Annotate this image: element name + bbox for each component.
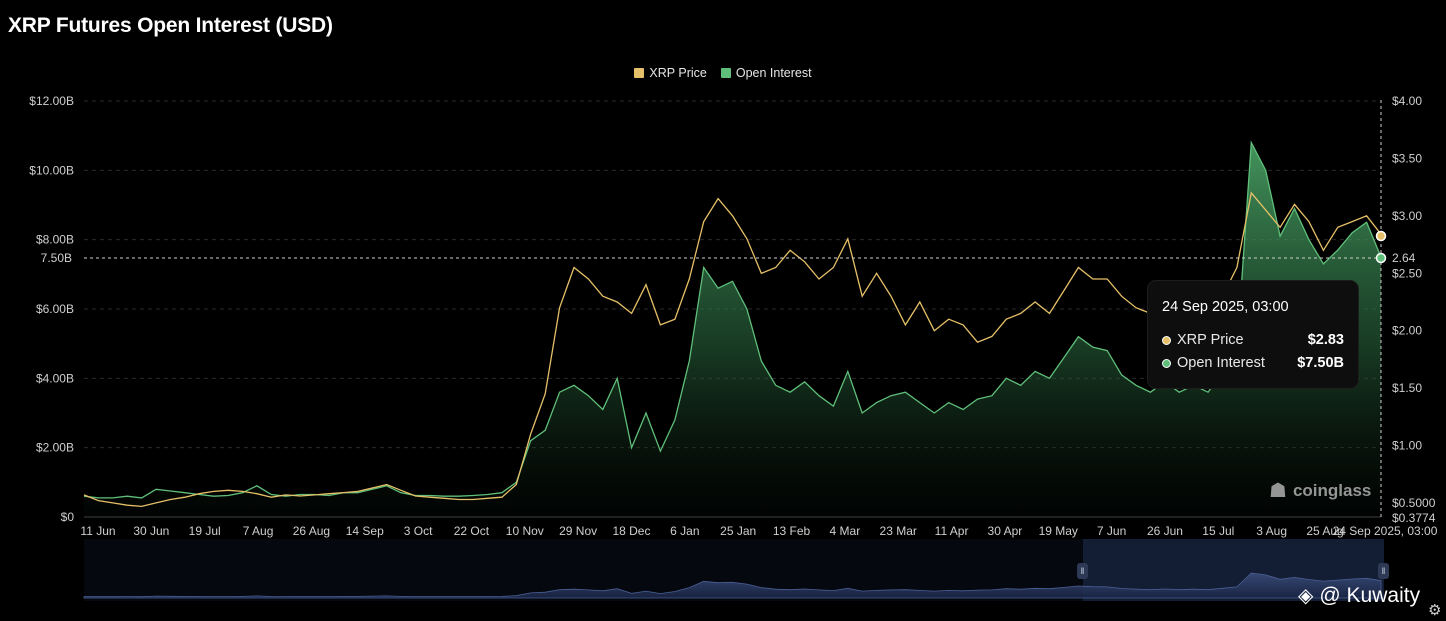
- coinglass-logo-icon: ☗: [1269, 480, 1287, 502]
- x-tick-label: 30 Jun: [133, 524, 169, 538]
- tooltip-label-price: XRP Price: [1177, 332, 1244, 348]
- legend-swatch-oi: [720, 68, 731, 78]
- x-tick-label: 14 Sep: [346, 524, 384, 538]
- x-tick-label: 19 Jul: [189, 524, 221, 538]
- x-tick-label: 3 Oct: [404, 524, 433, 538]
- x-tick-label: 7 Aug: [243, 524, 274, 538]
- right-tick-label: $4.00: [1392, 94, 1422, 108]
- x-tick-label: 4 Mar: [830, 524, 861, 538]
- x-tick-label: 10 Nov: [506, 524, 544, 538]
- left-tick-label: $2.00B: [36, 441, 74, 455]
- chart-title: XRP Futures Open Interest (USD): [8, 14, 333, 37]
- tooltip: 24 Sep 2025, 03:00 XRP Price $2.83 Open …: [1148, 281, 1358, 388]
- right-axis: $0.3774$0.5000 $1.00 $1.50 $2.00 $2.50 $3.00 $…: [1392, 94, 1436, 525]
- x-tick-label: 11 Jun: [80, 524, 115, 538]
- x-tick-label: 11 Apr: [935, 524, 969, 538]
- tooltip-row-oi: Open Interest $7.50B: [1162, 355, 1344, 371]
- x-tick-label: 19 May: [1039, 524, 1078, 538]
- right-tick-label: $3.50: [1392, 151, 1422, 165]
- hover-point-price: [1375, 230, 1387, 242]
- x-current-label: 24 Sep 2025, 03:00: [1333, 524, 1438, 538]
- left-axis: $0 $2.00B $4.00B $6.00B $8.00B $10.00B $12.00B: [29, 94, 74, 524]
- right-tick-label: $0.5000: [1392, 496, 1436, 510]
- legend-label-price: XRP Price: [649, 66, 707, 80]
- navigator-area: [83, 572, 1382, 599]
- tooltip-dot-price: [1162, 335, 1171, 345]
- x-tick-label: 23 Mar: [880, 524, 917, 538]
- x-tick-label: 3 Aug: [1256, 524, 1287, 538]
- right-tick-label: $3.00: [1392, 209, 1422, 223]
- x-tick-label: 29 Nov: [559, 524, 597, 538]
- coinglass-watermark: ☗ coinglass: [1269, 478, 1371, 503]
- left-tick-label: $8.00B: [36, 233, 74, 247]
- range-navigator[interactable]: [83, 539, 1384, 601]
- left-tick-label: $10.00B: [29, 163, 74, 177]
- crosshair-price-label: 2.64: [1392, 251, 1416, 265]
- left-tick-label: $12.00B: [29, 94, 74, 108]
- legend-item-open-interest[interactable]: Open Interest: [720, 66, 812, 80]
- right-tick-label: $1.00: [1392, 439, 1422, 453]
- crosshair: 7.50B 2.64: [28, 100, 1416, 517]
- x-tick-label: 7 Jun: [1097, 524, 1126, 538]
- x-tick-label: 25 Jan: [720, 524, 756, 538]
- x-tick-label: 18 Dec: [612, 524, 650, 538]
- x-tick-label: 26 Jun: [1147, 524, 1183, 538]
- right-tick-label: $0.3774: [1392, 511, 1436, 525]
- settings-gear-icon[interactable]: ⚙: [1428, 602, 1442, 619]
- crosshair-oi-label-bg: [28, 250, 76, 266]
- legend-swatch-price: [634, 68, 645, 78]
- x-tick-label: 22 Oct: [454, 524, 490, 538]
- legend-item-xrp-price[interactable]: XRP Price: [634, 66, 707, 80]
- binance-logo-icon: ◈: [1298, 585, 1314, 607]
- tooltip-date: 24 Sep 2025, 03:00: [1162, 299, 1289, 315]
- legend: XRP Price Open Interest: [0, 66, 1446, 80]
- x-tick-label: 6 Jan: [670, 524, 699, 538]
- open-interest-area: [84, 142, 1381, 517]
- tooltip-label-oi: Open Interest: [1177, 355, 1265, 371]
- x-tick-label: 30 Apr: [988, 524, 1023, 538]
- navigator-handle-right[interactable]: ǁ: [1378, 563, 1389, 579]
- left-tick-label: $0: [61, 510, 75, 524]
- x-tick-label: 25 Aug: [1306, 524, 1343, 538]
- x-axis: 11 Jun 30 Jun 19 Jul 7 Aug 26 Aug 14 Sep 3 Oct…: [80, 524, 1437, 538]
- x-tick-label: 26 Aug: [293, 524, 330, 538]
- x-tick-label: 13 Feb: [773, 524, 811, 538]
- left-tick-label: $4.00B: [36, 371, 74, 385]
- tooltip-value-price: $2.83: [1307, 332, 1344, 348]
- right-tick-label: $2.50: [1392, 266, 1422, 280]
- tooltip-value-oi: $7.50B: [1297, 355, 1344, 371]
- right-tick-label: $2.00: [1392, 324, 1422, 338]
- tooltip-row-price: XRP Price $2.83: [1162, 332, 1344, 348]
- legend-label-oi: Open Interest: [735, 66, 812, 80]
- author-credit-text: @ Kuwaity: [1319, 583, 1421, 607]
- coinglass-watermark-text: coinglass: [1292, 480, 1372, 500]
- hover-point-oi: [1375, 252, 1387, 264]
- left-tick-label: $6.00B: [36, 302, 74, 316]
- crosshair-oi-label: 7.50B: [41, 251, 72, 265]
- author-credit: ◈ @ Kuwaity: [1298, 583, 1420, 608]
- right-tick-label: $1.50: [1392, 381, 1422, 395]
- tooltip-dot-oi: [1162, 358, 1171, 368]
- x-tick-label: 15 Jul: [1202, 524, 1234, 538]
- navigator-handle-left[interactable]: ǁ: [1077, 563, 1088, 579]
